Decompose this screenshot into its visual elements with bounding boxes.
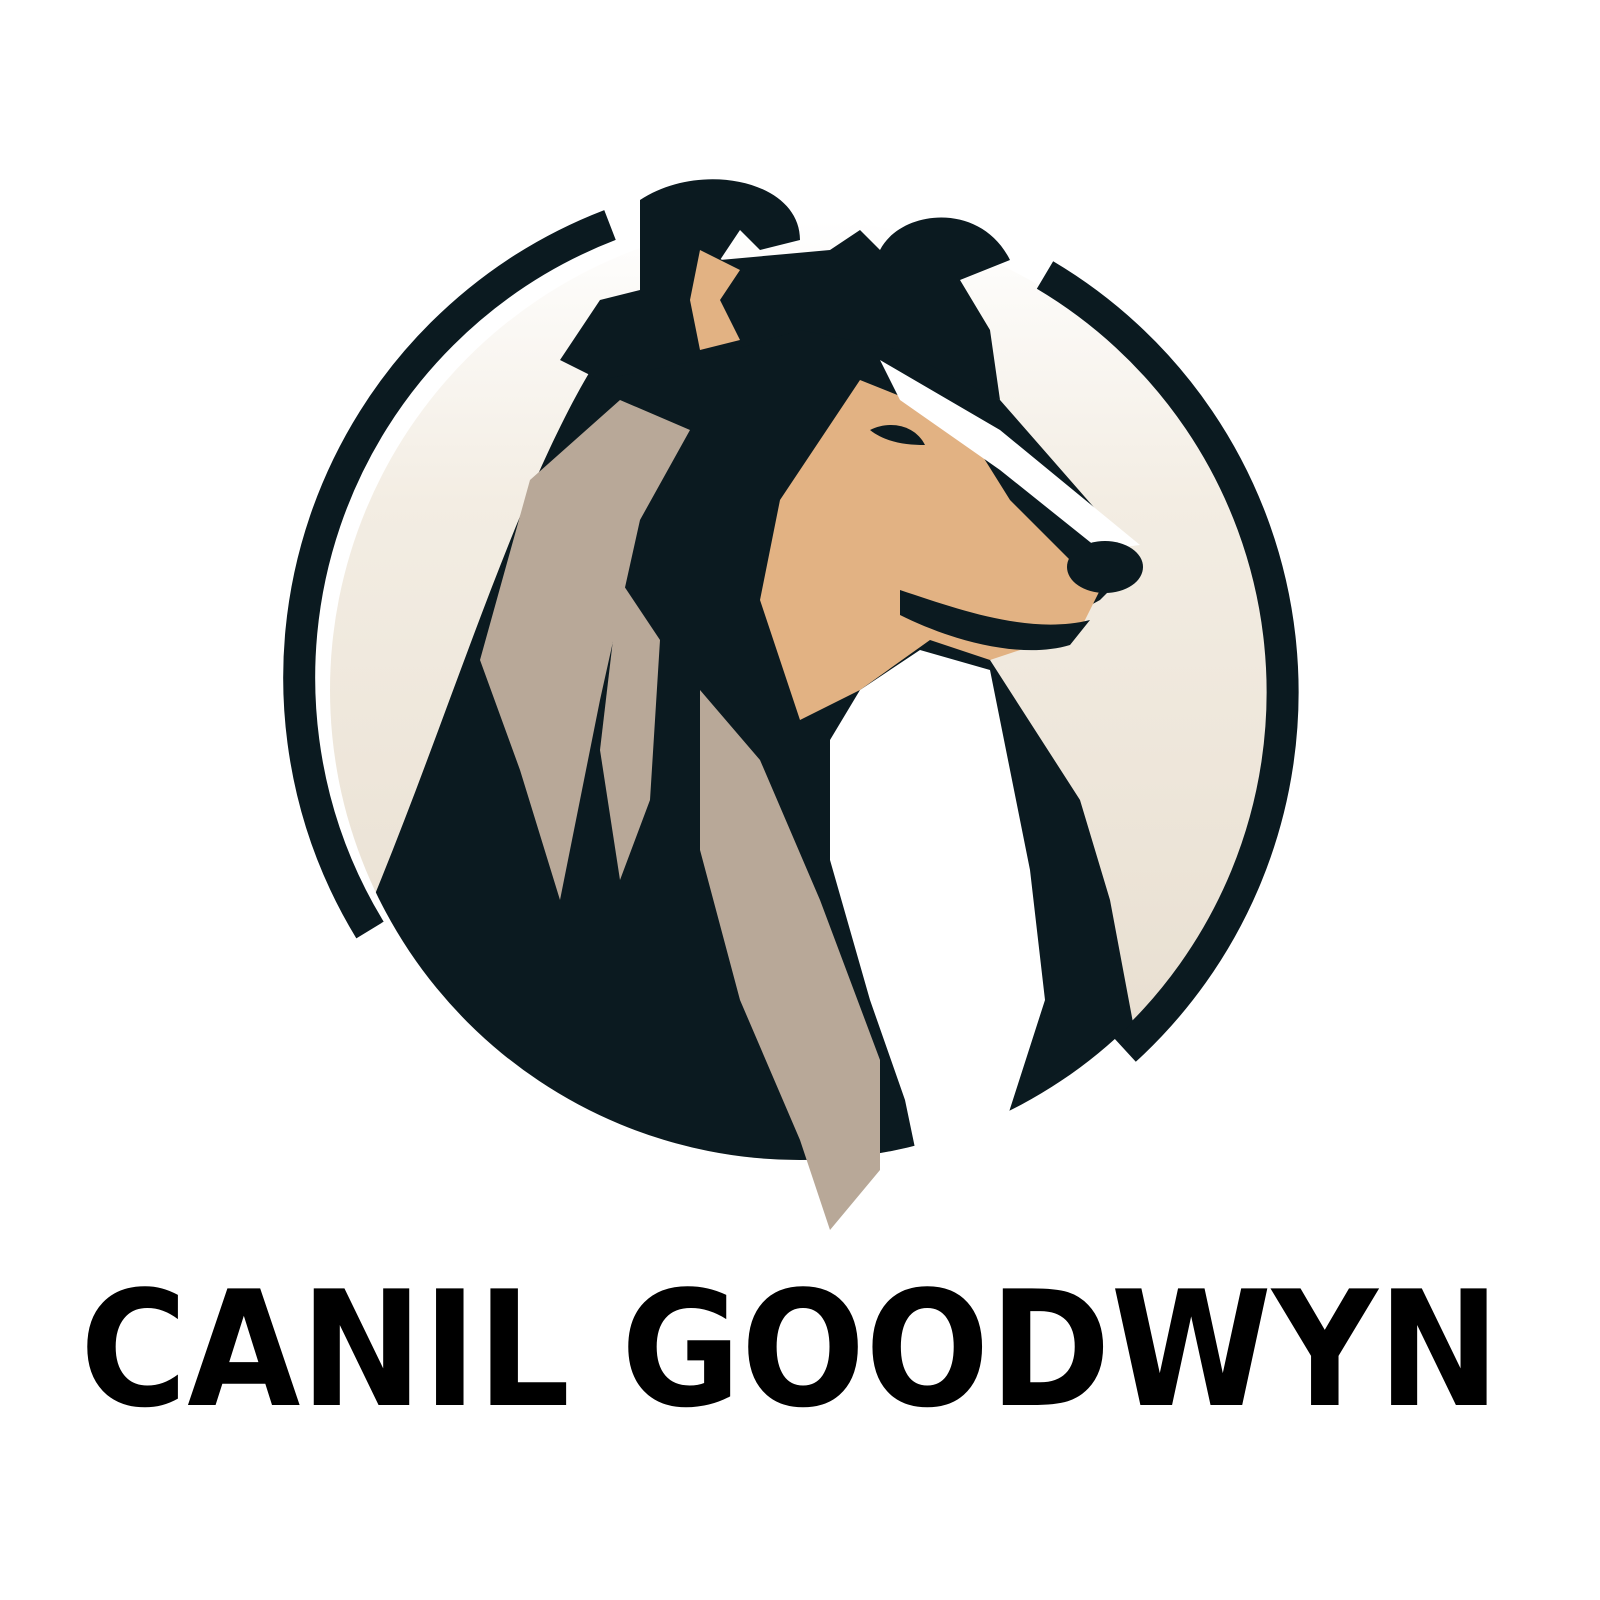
mouth [900,590,1090,651]
fur-strand [480,400,690,900]
ring-left [283,210,616,939]
fur-strand [700,690,880,1230]
ear-inner [690,250,740,350]
dog-ears [560,179,1010,400]
emblem [283,179,1299,1230]
muzzle-stripe [880,360,1140,550]
eye [870,425,925,445]
nose [1067,541,1143,593]
fur-strand [600,580,660,880]
dog-chest [830,650,1045,1220]
brand-name: CANIL GOODWYN [80,1256,1500,1443]
ring-right [1036,261,1299,1062]
